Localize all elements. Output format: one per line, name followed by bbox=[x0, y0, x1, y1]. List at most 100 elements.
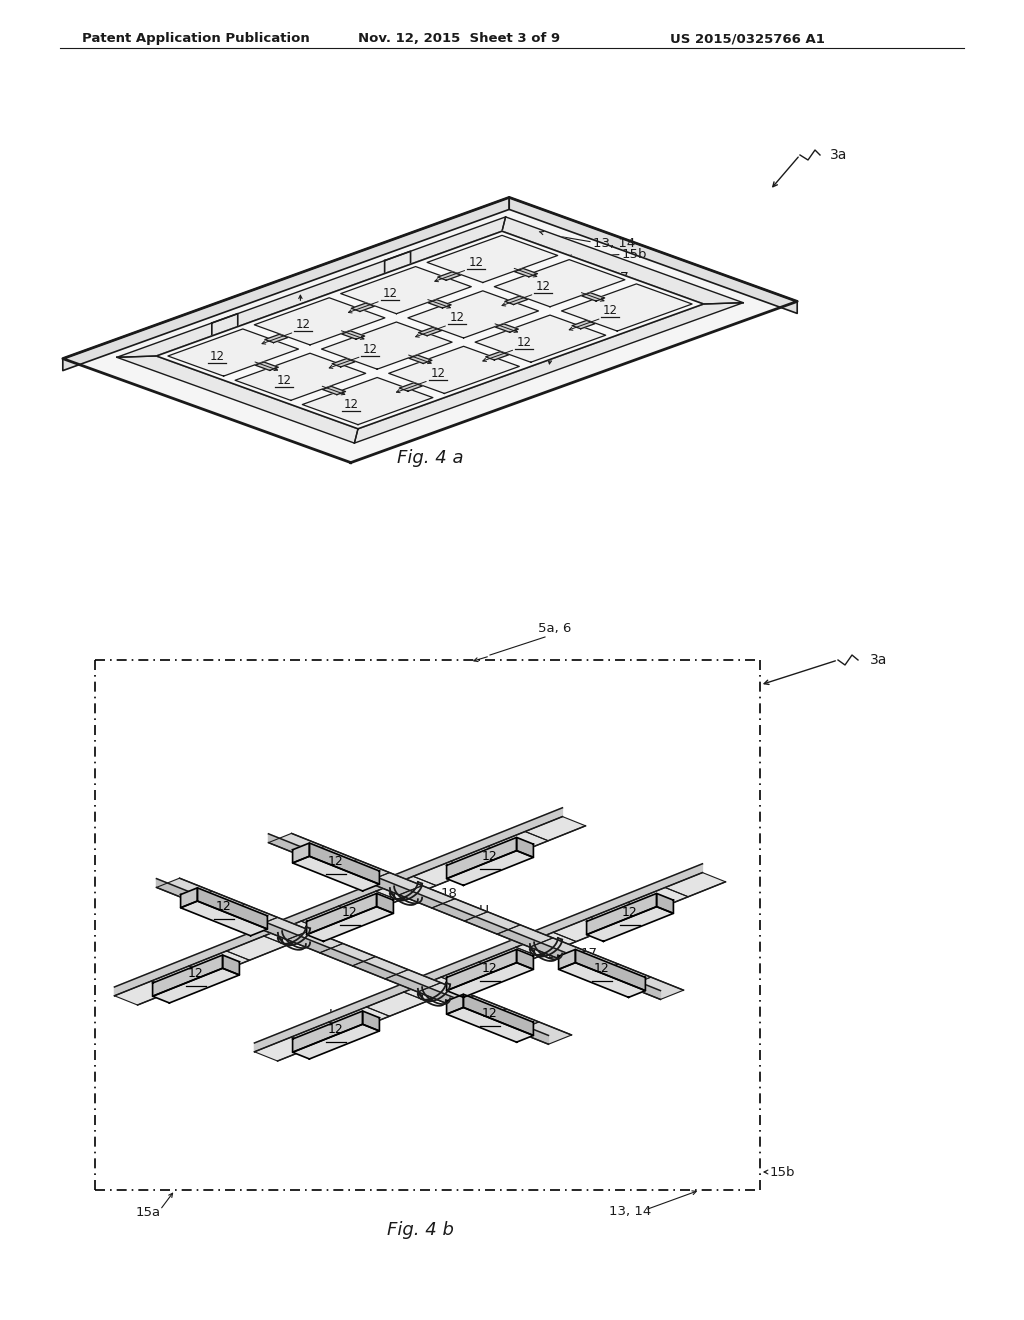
Text: Nov. 12, 2015  Sheet 3 of 9: Nov. 12, 2015 Sheet 3 of 9 bbox=[358, 32, 560, 45]
Polygon shape bbox=[446, 837, 516, 879]
Polygon shape bbox=[157, 879, 549, 1044]
Polygon shape bbox=[115, 981, 175, 1005]
Text: 5a, 6: 5a, 6 bbox=[412, 331, 445, 345]
Polygon shape bbox=[525, 817, 586, 841]
Text: 12: 12 bbox=[469, 256, 483, 269]
Text: 12: 12 bbox=[342, 906, 357, 919]
Polygon shape bbox=[323, 387, 345, 395]
Polygon shape bbox=[301, 906, 361, 931]
Text: 8: 8 bbox=[549, 279, 558, 293]
Polygon shape bbox=[319, 944, 376, 966]
Polygon shape bbox=[451, 995, 506, 1018]
Text: 12: 12 bbox=[328, 855, 344, 869]
Polygon shape bbox=[198, 888, 267, 929]
Polygon shape bbox=[377, 894, 393, 913]
Polygon shape bbox=[509, 198, 798, 313]
Polygon shape bbox=[666, 873, 726, 896]
Polygon shape bbox=[413, 862, 473, 886]
Polygon shape bbox=[62, 198, 798, 462]
Text: 18: 18 bbox=[338, 315, 355, 329]
Text: 12: 12 bbox=[536, 280, 551, 293]
Text: 15a: 15a bbox=[135, 1205, 161, 1218]
Polygon shape bbox=[587, 907, 674, 941]
Polygon shape bbox=[293, 1011, 362, 1052]
Polygon shape bbox=[446, 850, 534, 886]
Polygon shape bbox=[446, 994, 464, 1014]
Text: 3a: 3a bbox=[830, 148, 848, 162]
Polygon shape bbox=[559, 962, 645, 998]
Polygon shape bbox=[115, 808, 562, 995]
Polygon shape bbox=[385, 251, 411, 281]
Text: 15b: 15b bbox=[622, 248, 647, 261]
Polygon shape bbox=[367, 993, 427, 1016]
Polygon shape bbox=[591, 903, 651, 927]
Polygon shape bbox=[254, 298, 385, 345]
Text: 12: 12 bbox=[516, 335, 531, 348]
Polygon shape bbox=[516, 949, 534, 969]
Polygon shape bbox=[255, 362, 279, 371]
Polygon shape bbox=[293, 857, 380, 891]
Polygon shape bbox=[302, 378, 433, 425]
Polygon shape bbox=[559, 949, 575, 969]
Polygon shape bbox=[516, 1022, 571, 1044]
Polygon shape bbox=[254, 917, 310, 940]
Polygon shape bbox=[352, 957, 409, 979]
Polygon shape bbox=[582, 293, 605, 301]
Polygon shape bbox=[475, 315, 605, 362]
Text: 12: 12 bbox=[594, 962, 610, 974]
Text: 15a: 15a bbox=[288, 331, 313, 345]
Polygon shape bbox=[595, 964, 651, 986]
Text: Fig. 4 b: Fig. 4 b bbox=[387, 1221, 454, 1239]
Polygon shape bbox=[212, 314, 238, 343]
Polygon shape bbox=[226, 936, 287, 960]
Text: 12: 12 bbox=[482, 850, 498, 863]
Polygon shape bbox=[572, 321, 595, 329]
Polygon shape bbox=[153, 969, 240, 1003]
Polygon shape bbox=[367, 873, 422, 895]
Text: U: U bbox=[592, 297, 602, 312]
Text: 13, 14: 13, 14 bbox=[609, 1205, 651, 1218]
Polygon shape bbox=[62, 198, 509, 371]
Polygon shape bbox=[287, 931, 343, 953]
Polygon shape bbox=[483, 1008, 539, 1031]
Polygon shape bbox=[362, 1011, 380, 1031]
Polygon shape bbox=[441, 962, 502, 986]
Polygon shape bbox=[408, 290, 539, 338]
Polygon shape bbox=[268, 833, 325, 855]
Text: 17: 17 bbox=[411, 333, 427, 346]
Polygon shape bbox=[254, 863, 702, 1052]
Polygon shape bbox=[419, 327, 441, 335]
Polygon shape bbox=[157, 231, 703, 429]
Polygon shape bbox=[385, 970, 441, 991]
Polygon shape bbox=[264, 921, 325, 945]
Polygon shape bbox=[306, 894, 377, 935]
Polygon shape bbox=[339, 891, 399, 916]
Text: 12: 12 bbox=[382, 288, 397, 300]
Polygon shape bbox=[446, 949, 516, 990]
Polygon shape bbox=[189, 891, 245, 913]
Text: US 2015/0325766 A1: US 2015/0325766 A1 bbox=[670, 32, 825, 45]
Polygon shape bbox=[409, 355, 432, 363]
Text: 12: 12 bbox=[482, 1007, 498, 1019]
Polygon shape bbox=[236, 354, 366, 400]
Text: 12: 12 bbox=[623, 906, 638, 919]
Polygon shape bbox=[562, 950, 618, 973]
Polygon shape bbox=[656, 894, 674, 913]
Text: 17: 17 bbox=[581, 946, 598, 960]
Polygon shape bbox=[376, 876, 436, 900]
Polygon shape bbox=[351, 304, 375, 312]
Text: 18: 18 bbox=[441, 887, 458, 900]
Polygon shape bbox=[464, 994, 534, 1035]
Text: 5a, 6: 5a, 6 bbox=[539, 622, 571, 635]
Polygon shape bbox=[587, 894, 656, 935]
Text: 13, 14: 13, 14 bbox=[593, 238, 635, 249]
Text: 7: 7 bbox=[620, 271, 629, 285]
Text: 15b: 15b bbox=[770, 1166, 796, 1179]
Polygon shape bbox=[117, 356, 358, 444]
Polygon shape bbox=[485, 351, 509, 360]
Polygon shape bbox=[553, 917, 613, 941]
Polygon shape bbox=[293, 843, 309, 863]
Text: 12: 12 bbox=[344, 399, 358, 411]
Polygon shape bbox=[451, 846, 511, 871]
Polygon shape bbox=[268, 834, 660, 999]
